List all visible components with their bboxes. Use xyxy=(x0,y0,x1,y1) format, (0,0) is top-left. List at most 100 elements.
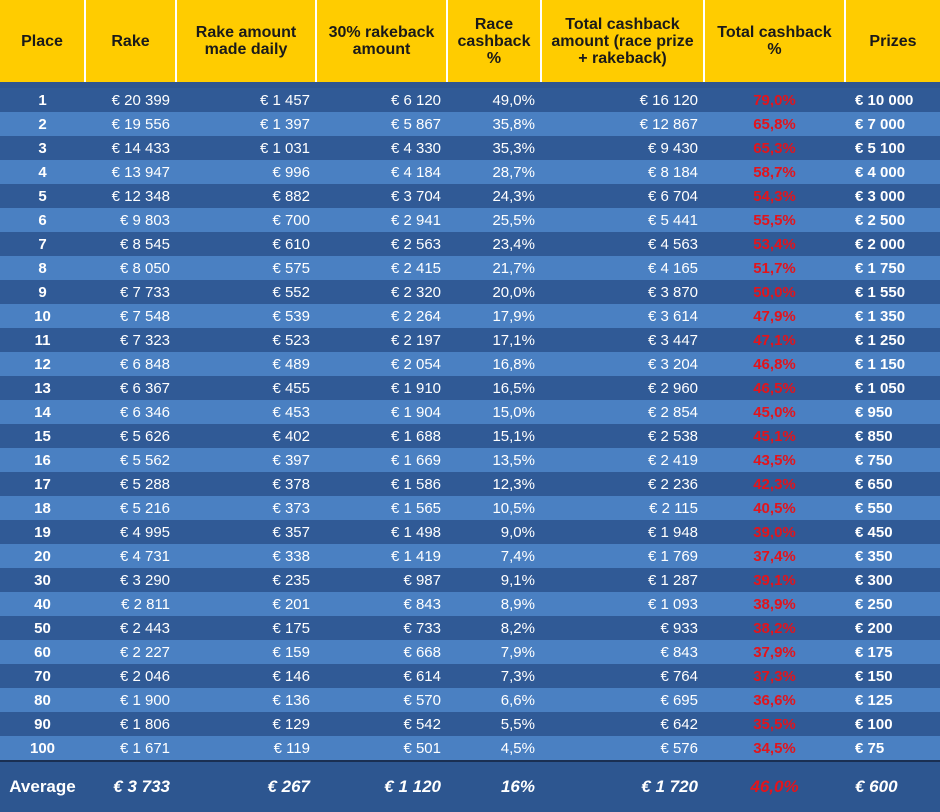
cell-rakeback: € 1 904 xyxy=(316,400,447,424)
cell-rake-daily: € 397 xyxy=(176,448,316,472)
cell-race-cashback: 7,3% xyxy=(447,664,541,688)
cell-total-cashback-pct: 43,5% xyxy=(704,448,845,472)
cell-rake-daily: € 996 xyxy=(176,160,316,184)
cell-rakeback: € 1 688 xyxy=(316,424,447,448)
table-row: 7 € 8 545 € 610 € 2 563 23,4% € 4 563 53,4% € 2… xyxy=(0,232,940,256)
table-row: 90 € 1 806 € 129 € 542 5,5% € 642 35,5% € 100 xyxy=(0,712,940,736)
table-row: 8 € 8 050 € 575 € 2 415 21,7% € 4 165 51,7% € 1… xyxy=(0,256,940,280)
cell-rake: € 7 733 xyxy=(85,280,176,304)
cell-prize: € 10 000 xyxy=(845,88,940,112)
cell-prize: € 1 550 xyxy=(845,280,940,304)
cell-rakeback: € 542 xyxy=(316,712,447,736)
cell-rakeback: € 1 586 xyxy=(316,472,447,496)
cell-prize: € 850 xyxy=(845,424,940,448)
cell-race-cashback: 16,5% xyxy=(447,376,541,400)
table-row: 80 € 1 900 € 136 € 570 6,6% € 695 36,6% € 125 xyxy=(0,688,940,712)
cell-place: 90 xyxy=(0,712,85,736)
cell-rake-daily: € 402 xyxy=(176,424,316,448)
table-row: 60 € 2 227 € 159 € 668 7,9% € 843 37,9% € 175 xyxy=(0,640,940,664)
cell-total-cashback: € 8 184 xyxy=(541,160,704,184)
average-prize: € 600 xyxy=(845,760,940,812)
cell-rakeback: € 1 419 xyxy=(316,544,447,568)
cell-place: 12 xyxy=(0,352,85,376)
cell-rakeback: € 2 054 xyxy=(316,352,447,376)
cell-rakeback: € 3 704 xyxy=(316,184,447,208)
cell-total-cashback: € 2 419 xyxy=(541,448,704,472)
cell-race-cashback: 6,6% xyxy=(447,688,541,712)
cell-place: 18 xyxy=(0,496,85,520)
cell-total-cashback: € 695 xyxy=(541,688,704,712)
header-total-cashback-pct: Total cashback % xyxy=(704,0,846,82)
cell-place: 16 xyxy=(0,448,85,472)
cell-rake: € 5 216 xyxy=(85,496,176,520)
cell-rakeback: € 5 867 xyxy=(316,112,447,136)
cell-rake-daily: € 201 xyxy=(176,592,316,616)
cell-prize: € 3 000 xyxy=(845,184,940,208)
cell-rakeback: € 570 xyxy=(316,688,447,712)
cell-place: 70 xyxy=(0,664,85,688)
cell-race-cashback: 5,5% xyxy=(447,712,541,736)
cell-total-cashback-pct: 38,2% xyxy=(704,616,845,640)
cell-prize: € 1 350 xyxy=(845,304,940,328)
cell-total-cashback: € 3 447 xyxy=(541,328,704,352)
cell-total-cashback: € 2 236 xyxy=(541,472,704,496)
cell-rakeback: € 1 669 xyxy=(316,448,447,472)
table-row: 5 € 12 348 € 882 € 3 704 24,3% € 6 704 54,3% € … xyxy=(0,184,940,208)
cell-rake: € 1 671 xyxy=(85,736,176,761)
cell-rake: € 5 288 xyxy=(85,472,176,496)
cell-rake-daily: € 489 xyxy=(176,352,316,376)
cell-prize: € 7 000 xyxy=(845,112,940,136)
average-rakeback: € 1 120 xyxy=(316,760,447,812)
cell-prize: € 300 xyxy=(845,568,940,592)
cell-total-cashback-pct: 34,5% xyxy=(704,736,845,761)
cell-place: 19 xyxy=(0,520,85,544)
cell-race-cashback: 28,7% xyxy=(447,160,541,184)
cell-prize: € 1 150 xyxy=(845,352,940,376)
table-row: 9 € 7 733 € 552 € 2 320 20,0% € 3 870 50,0% € 1… xyxy=(0,280,940,304)
cell-place: 1 xyxy=(0,88,85,112)
table-row: 30 € 3 290 € 235 € 987 9,1% € 1 287 39,1% € 300 xyxy=(0,568,940,592)
table-row: 70 € 2 046 € 146 € 614 7,3% € 764 37,3% € 150 xyxy=(0,664,940,688)
cell-total-cashback: € 2 960 xyxy=(541,376,704,400)
cell-rake: € 3 290 xyxy=(85,568,176,592)
average-rake: € 3 733 xyxy=(85,760,176,812)
cell-place: 100 xyxy=(0,736,85,761)
cell-total-cashback-pct: 40,5% xyxy=(704,496,845,520)
cell-rake-daily: € 373 xyxy=(176,496,316,520)
header-spacer xyxy=(0,82,940,88)
cell-rake-daily: € 882 xyxy=(176,184,316,208)
cell-rake: € 5 562 xyxy=(85,448,176,472)
table-body: 1 € 20 399 € 1 457 € 6 120 49,0% € 16 120 79,0… xyxy=(0,82,940,761)
table-row: 12 € 6 848 € 489 € 2 054 16,8% € 3 204 46,8% € … xyxy=(0,352,940,376)
cell-rakeback: € 501 xyxy=(316,736,447,761)
cell-rakeback: € 843 xyxy=(316,592,447,616)
average-race: 16% xyxy=(447,760,541,812)
cell-rake: € 7 323 xyxy=(85,328,176,352)
cell-total-cashback-pct: 58,7% xyxy=(704,160,845,184)
cell-race-cashback: 20,0% xyxy=(447,280,541,304)
cell-rake-daily: € 129 xyxy=(176,712,316,736)
cell-total-cashback-pct: 53,4% xyxy=(704,232,845,256)
cell-place: 17 xyxy=(0,472,85,496)
cell-race-cashback: 4,5% xyxy=(447,736,541,761)
cell-race-cashback: 8,2% xyxy=(447,616,541,640)
cell-rake-daily: € 539 xyxy=(176,304,316,328)
cell-prize: € 350 xyxy=(845,544,940,568)
cell-prize: € 175 xyxy=(845,640,940,664)
average-pct: 46,0% xyxy=(704,760,845,812)
table-row: 10 € 7 548 € 539 € 2 264 17,9% € 3 614 47,9% € … xyxy=(0,304,940,328)
table-row: 40 € 2 811 € 201 € 843 8,9% € 1 093 38,9% € 250 xyxy=(0,592,940,616)
table-row: 16 € 5 562 € 397 € 1 669 13,5% € 2 419 43,5% € … xyxy=(0,448,940,472)
cell-race-cashback: 10,5% xyxy=(447,496,541,520)
cell-rake: € 9 803 xyxy=(85,208,176,232)
cell-rake-daily: € 1 397 xyxy=(176,112,316,136)
cell-race-cashback: 17,9% xyxy=(447,304,541,328)
cell-total-cashback-pct: 51,7% xyxy=(704,256,845,280)
cell-rakeback: € 2 415 xyxy=(316,256,447,280)
cell-place: 50 xyxy=(0,616,85,640)
cell-rakeback: € 987 xyxy=(316,568,447,592)
cell-rakeback: € 2 941 xyxy=(316,208,447,232)
cell-rake-daily: € 1 031 xyxy=(176,136,316,160)
cell-total-cashback-pct: 38,9% xyxy=(704,592,845,616)
